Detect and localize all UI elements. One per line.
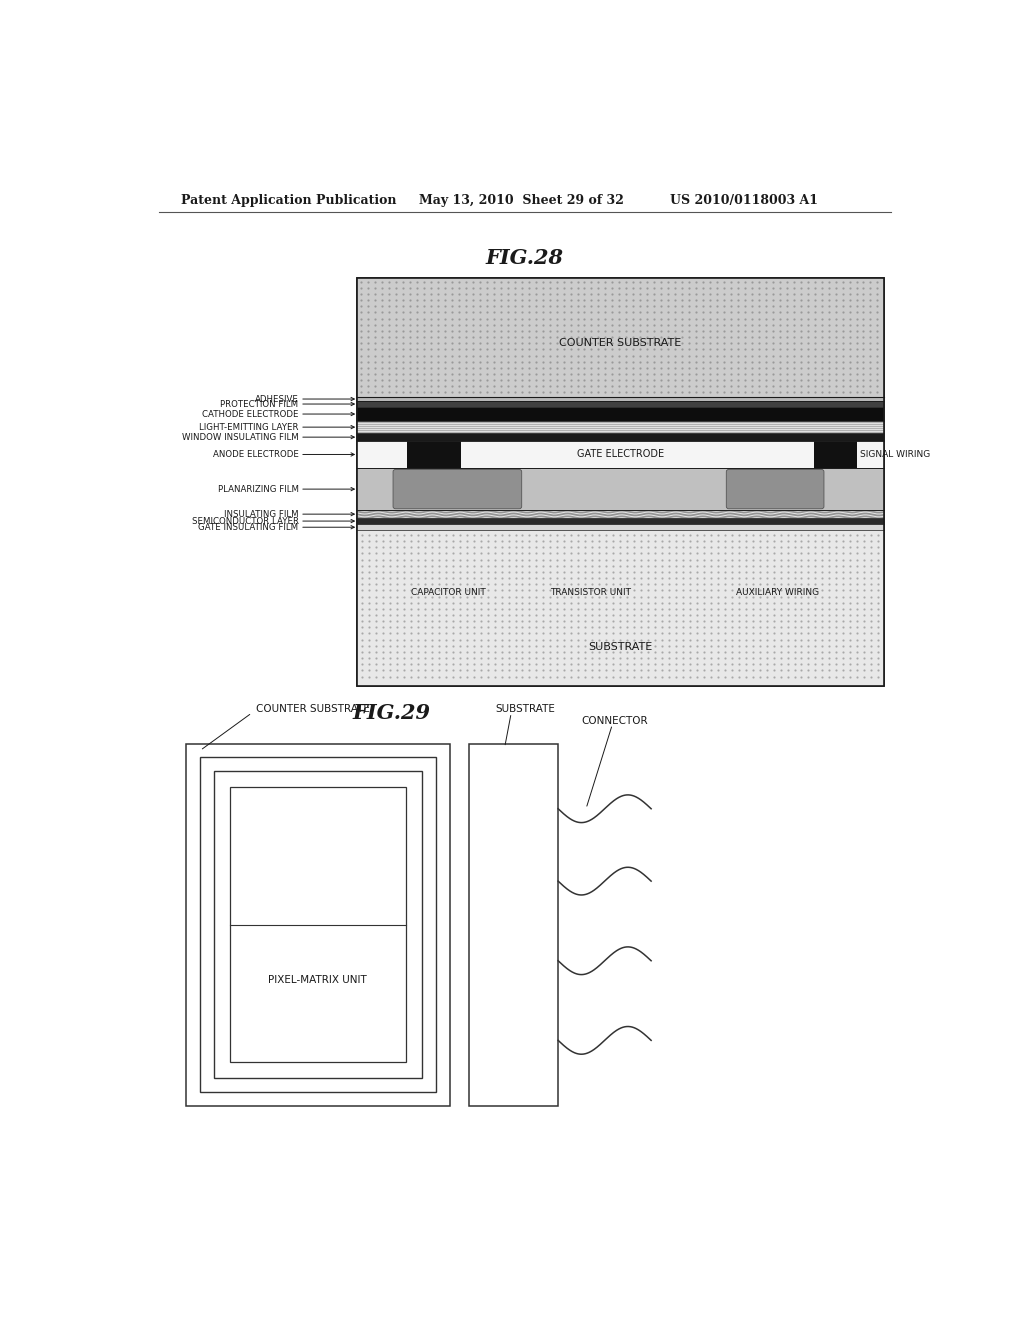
Bar (200, 758, 435, 1092)
Text: SUBSTRATE: SUBSTRATE (588, 642, 652, 652)
Text: COUNTER SUBSTRATE: COUNTER SUBSTRATE (256, 704, 370, 714)
Text: FIG.29: FIG.29 (352, 702, 430, 723)
Text: AUXILIARY WIRING: AUXILIARY WIRING (736, 587, 819, 597)
Text: Patent Application Publication: Patent Application Publication (180, 194, 396, 207)
Bar (356, 277, 884, 686)
Bar (407, 441, 461, 469)
Text: LIGHT-EMITTING LAYER: LIGHT-EMITTING LAYER (199, 422, 299, 432)
Bar (214, 771, 422, 1077)
Bar (356, 469, 884, 511)
Text: ANODE ELECTRODE: ANODE ELECTRODE (213, 450, 299, 459)
Bar (356, 531, 884, 686)
Text: PROTECTION FILM: PROTECTION FILM (220, 400, 299, 408)
Text: FIG.28: FIG.28 (485, 248, 564, 268)
Text: CONNECTOR: CONNECTOR (582, 715, 648, 726)
Bar (356, 277, 884, 397)
Text: ADHESIVE: ADHESIVE (255, 395, 299, 404)
Bar (356, 421, 884, 433)
Text: US 2010/0118003 A1: US 2010/0118003 A1 (671, 194, 818, 207)
Bar (469, 743, 558, 1106)
Text: TRANSISTOR UNIT: TRANSISTOR UNIT (550, 587, 632, 597)
Bar (356, 401, 884, 407)
Text: SEMICONDUCTOR LAYER: SEMICONDUCTOR LAYER (191, 516, 299, 525)
Text: CAPACITOR UNIT: CAPACITOR UNIT (411, 587, 485, 597)
Text: SUBSTRATE: SUBSTRATE (496, 704, 556, 714)
Text: PLANARIZING FILM: PLANARIZING FILM (217, 484, 299, 494)
Bar (186, 743, 450, 1106)
Text: May 13, 2010  Sheet 29 of 32: May 13, 2010 Sheet 29 of 32 (419, 194, 624, 207)
FancyBboxPatch shape (726, 470, 824, 508)
Text: GATE ELECTRODE: GATE ELECTRODE (577, 450, 664, 459)
Bar (356, 517, 884, 524)
Bar (814, 441, 856, 469)
Text: GATE INSULATING FILM: GATE INSULATING FILM (199, 523, 299, 532)
FancyBboxPatch shape (393, 470, 521, 508)
Text: INSULATING FILM: INSULATING FILM (224, 510, 299, 519)
Bar (229, 787, 407, 1063)
Bar (356, 277, 884, 686)
Bar (356, 524, 884, 531)
Bar (356, 407, 884, 421)
Bar (356, 433, 884, 441)
Text: PIXEL-MATRIX UNIT: PIXEL-MATRIX UNIT (268, 974, 368, 985)
Text: CATHODE ELECTRODE: CATHODE ELECTRODE (202, 409, 299, 418)
Text: SIGNAL WIRING: SIGNAL WIRING (860, 450, 931, 459)
Bar (356, 397, 884, 401)
Text: WINDOW INSULATING FILM: WINDOW INSULATING FILM (181, 433, 299, 442)
Text: COUNTER SUBSTRATE: COUNTER SUBSTRATE (559, 338, 681, 348)
Bar (356, 511, 884, 517)
Bar (356, 441, 884, 469)
